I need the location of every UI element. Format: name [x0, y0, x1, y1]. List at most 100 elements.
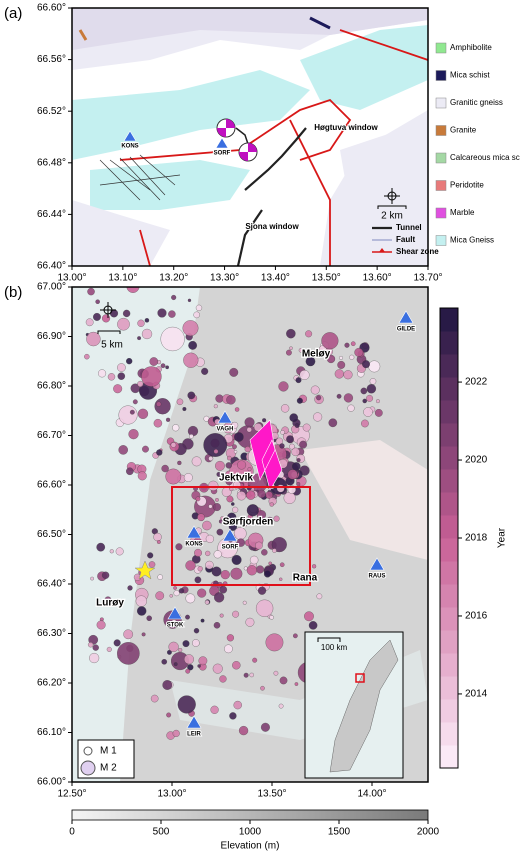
earthquake: [157, 308, 167, 318]
earthquake: [156, 449, 163, 456]
earthquake: [368, 360, 381, 373]
earthquake: [185, 668, 191, 674]
earthquake: [278, 381, 289, 392]
x-tick-label: 14.00°: [357, 789, 386, 800]
colorbar-band: [440, 469, 458, 493]
earthquake: [196, 279, 203, 286]
earthquake: [245, 617, 255, 627]
earthquake: [226, 634, 234, 642]
earthquake: [156, 401, 162, 407]
station-label: SORF: [214, 151, 231, 157]
station-label: KONS: [121, 144, 138, 150]
earthquake: [249, 672, 254, 678]
scale-bar: [97, 330, 121, 334]
earthquake: [177, 695, 196, 714]
earthquake: [280, 430, 285, 435]
earthquake: [149, 357, 159, 366]
gneiss: [72, 8, 428, 50]
earthquake: [137, 319, 145, 327]
area-label: Høgtuva window: [314, 123, 378, 132]
colorbar-band: [440, 354, 458, 378]
earthquake: [202, 520, 212, 531]
earthquake: [273, 515, 280, 522]
earthquake: [302, 423, 311, 432]
earthquake: [279, 443, 285, 449]
legend-swatch: [435, 42, 447, 54]
earthquake: [172, 729, 180, 737]
earthquake: [104, 596, 112, 604]
earthquake: [234, 407, 240, 412]
earthquake: [137, 408, 149, 419]
earthquake: [161, 659, 168, 665]
earthquake: [252, 657, 258, 663]
earthquake: [193, 628, 200, 634]
colorbar-band: [440, 699, 458, 723]
earthquake: [316, 593, 323, 600]
earthquake: [243, 672, 249, 678]
colorbar-band: [440, 377, 458, 401]
station: [222, 528, 238, 542]
y-tick-label: 66.52°: [37, 106, 66, 117]
station-label: GILDE: [397, 327, 415, 333]
earthquake: [247, 467, 252, 472]
place-label: Lurøy: [96, 598, 124, 609]
earthquake: [214, 592, 225, 603]
earthquake: [160, 363, 166, 369]
colorbar-band: [440, 584, 458, 608]
earthquake: [187, 664, 194, 671]
earthquake: [129, 409, 135, 415]
earthquake: [374, 409, 383, 417]
scale-label: 2 km: [381, 211, 403, 222]
earthquake: [167, 649, 172, 655]
earthquake: [109, 309, 119, 318]
earthquake: [232, 506, 239, 513]
earthquake: [211, 566, 222, 577]
colorbar-tick-label: 2014: [465, 689, 488, 700]
earthquake: [208, 504, 213, 509]
earthquake: [262, 418, 267, 423]
colorbar-tick-label: 2022: [465, 377, 488, 388]
earthquake: [157, 574, 163, 580]
earthquake: [339, 355, 343, 360]
earthquake: [148, 561, 156, 568]
earthquake: [118, 405, 138, 425]
y-tick-label: 66.00°: [37, 777, 66, 788]
earthquake: [198, 656, 208, 666]
earthquake: [267, 521, 271, 525]
earthquake: [343, 393, 354, 403]
place-label: Meløy: [302, 349, 331, 360]
earthquake: [233, 527, 247, 540]
earthquake: [229, 367, 239, 377]
earthquake: [256, 565, 265, 574]
inset-box: [355, 673, 365, 683]
earthquake: [321, 332, 339, 350]
earthquake: [229, 712, 237, 720]
earthquake: [289, 346, 293, 350]
place-label: Rana: [293, 573, 318, 584]
earthquake: [369, 378, 377, 385]
earthquake: [115, 547, 124, 556]
x-tick-label: 13.30°: [210, 273, 239, 284]
colorbar-tick-label: 2016: [465, 611, 488, 622]
elevation-label: Elevation (m): [221, 841, 280, 852]
earthquake: [213, 503, 221, 512]
earthquake: [313, 412, 323, 422]
legend-label: Amphibolite: [450, 43, 492, 52]
earthquake: [98, 369, 107, 378]
station-label: VAGH: [217, 427, 234, 433]
earthquake: [161, 464, 169, 473]
earthquake: [263, 570, 271, 578]
earthquake: [272, 548, 277, 553]
colorbar-band: [440, 331, 458, 355]
earthquake: [337, 360, 346, 369]
earthquake: [187, 298, 192, 303]
earthquake: [238, 725, 249, 736]
earthquake: [376, 399, 380, 404]
station: [167, 606, 183, 620]
earthquake: [141, 366, 162, 387]
earthquake: [137, 380, 144, 388]
earthquake: [294, 423, 300, 428]
earthquake: [215, 460, 225, 471]
earthquake: [305, 356, 316, 367]
earthquake: [85, 318, 94, 327]
